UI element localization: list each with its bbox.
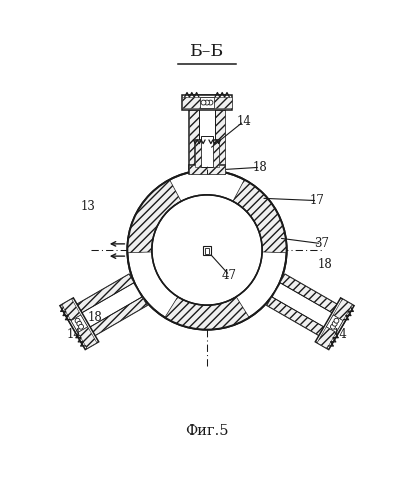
Wedge shape [127, 180, 180, 253]
Text: 18: 18 [87, 312, 102, 324]
Bar [188, 166, 225, 173]
Polygon shape [214, 97, 232, 108]
Text: 14: 14 [332, 328, 347, 340]
Bar [195, 140, 200, 167]
Polygon shape [315, 298, 353, 350]
Circle shape [152, 195, 261, 305]
Polygon shape [60, 298, 98, 350]
Polygon shape [62, 299, 81, 320]
Circle shape [207, 100, 212, 105]
Polygon shape [325, 315, 342, 332]
Text: 47: 47 [221, 269, 236, 282]
Text: 13: 13 [81, 200, 96, 212]
Bar [204, 248, 209, 254]
Circle shape [77, 322, 81, 326]
Circle shape [78, 324, 83, 329]
Bar [188, 166, 225, 173]
Circle shape [333, 318, 338, 323]
Circle shape [330, 324, 335, 329]
Bar [201, 136, 212, 167]
Polygon shape [189, 95, 224, 170]
Bar [202, 246, 211, 256]
Bar [195, 140, 218, 170]
Polygon shape [64, 274, 147, 343]
Polygon shape [279, 274, 336, 313]
Polygon shape [77, 274, 134, 313]
Polygon shape [181, 95, 232, 110]
Text: Фиг.5: Фиг.5 [185, 424, 228, 438]
Polygon shape [71, 315, 88, 332]
Text: 37: 37 [313, 237, 328, 250]
Polygon shape [78, 327, 97, 348]
Polygon shape [90, 297, 147, 336]
Polygon shape [199, 97, 214, 108]
Polygon shape [215, 110, 224, 170]
Circle shape [204, 100, 209, 105]
Polygon shape [316, 327, 335, 348]
Polygon shape [332, 299, 351, 320]
Polygon shape [189, 110, 198, 170]
Text: Б–Б: Б–Б [190, 43, 223, 60]
Circle shape [127, 170, 286, 330]
Wedge shape [164, 297, 249, 330]
Circle shape [201, 100, 206, 105]
Polygon shape [266, 297, 323, 336]
Circle shape [332, 322, 336, 326]
Text: 14: 14 [236, 115, 251, 128]
Text: 18: 18 [252, 161, 267, 174]
Polygon shape [266, 274, 349, 343]
Text: 14: 14 [66, 328, 81, 340]
Bar [213, 140, 218, 167]
Circle shape [75, 318, 80, 323]
Polygon shape [181, 97, 199, 108]
Wedge shape [233, 180, 286, 253]
Text: 17: 17 [309, 194, 324, 207]
Text: 18: 18 [317, 258, 332, 271]
